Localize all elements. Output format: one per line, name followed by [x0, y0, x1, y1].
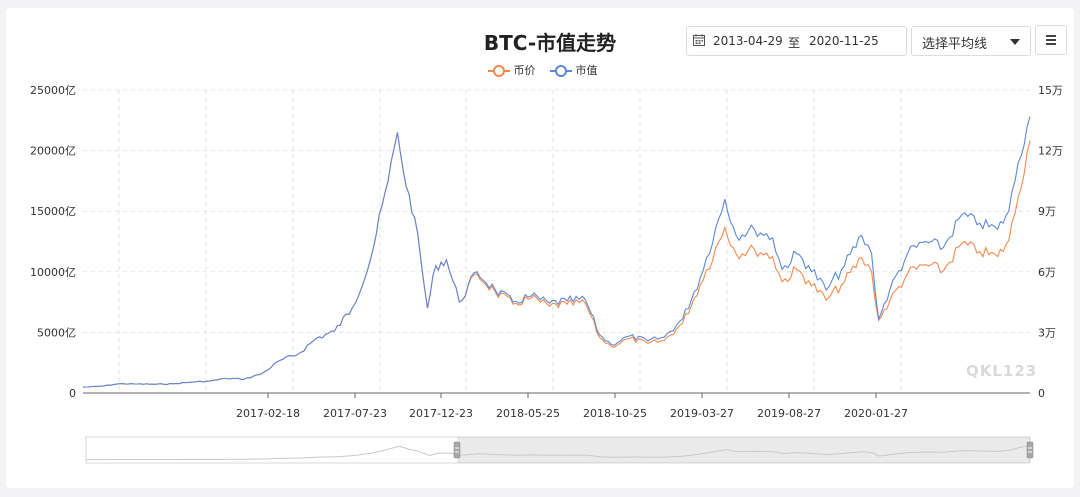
x-tick-label: 2020-01-27 [844, 407, 908, 420]
date-separator: 至 [788, 36, 801, 50]
y-right-tick-label: 9万 [1038, 205, 1056, 218]
legend-market-cap-label: 市值 [575, 64, 598, 77]
chevron-down-icon [1010, 39, 1020, 45]
y-left-tick-label: 10000亿 [30, 266, 76, 279]
date-range-picker[interactable]: 2013-04-29 至 2020-11-25 [686, 26, 907, 56]
series-line-price [82, 132, 1031, 388]
y-left-tick-label: 20000亿 [30, 145, 76, 158]
x-tick-label: 2018-05-25 [496, 407, 560, 420]
date-start-input[interactable]: 2013-04-29 [713, 34, 783, 48]
moving-average-select[interactable]: 选择平均线 [911, 26, 1031, 56]
y-right-tick-label: 6万 [1038, 266, 1056, 279]
x-tick-label: 2019-03-27 [670, 407, 734, 420]
y-right-tick-label: 3万 [1038, 326, 1056, 339]
legend-price-swatch [488, 65, 510, 77]
chart-title: BTC-市值走势 [483, 31, 617, 55]
watermark-logo: QKL123 [966, 362, 1038, 380]
data-zoom-overview-line [85, 444, 1031, 461]
y-right-tick-label: 15万 [1038, 84, 1063, 97]
data-zoom-selected-range [457, 437, 1030, 463]
calendar-icon [693, 34, 705, 46]
y-left-tick-label: 25000亿 [30, 84, 76, 97]
moving-average-label: 选择平均线 [922, 37, 988, 52]
data-zoom-handle-right[interactable] [1026, 441, 1034, 459]
y-left-tick-label: 15000亿 [30, 205, 76, 218]
y-left-tick-label: 0 [69, 387, 76, 400]
x-tick-label: 2017-07-23 [323, 407, 387, 420]
chart-card [6, 8, 1074, 488]
y-right-tick-label: 12万 [1038, 145, 1063, 158]
legend-item-market-cap[interactable]: 市值 [550, 62, 598, 78]
x-tick-label: 2017-02-18 [236, 407, 300, 420]
hamburger-menu-icon [1046, 35, 1056, 37]
chart-menu-button[interactable] [1035, 25, 1067, 55]
date-end-input[interactable]: 2020-11-25 [809, 34, 879, 48]
legend-price-label: 币价 [513, 64, 536, 77]
series-line-market-cap [82, 116, 1031, 388]
legend-market-cap-swatch [550, 65, 572, 77]
legend-item-price[interactable]: 币价 [488, 62, 536, 78]
data-zoom-handle-left[interactable] [453, 441, 461, 459]
x-tick-label: 2018-10-25 [583, 407, 647, 420]
data-zoom-track [85, 436, 1031, 464]
y-right-tick-label: 0 [1038, 387, 1045, 400]
y-left-tick-label: 5000亿 [37, 326, 76, 339]
x-tick-label: 2019-08-27 [757, 407, 821, 420]
x-tick-label: 2017-12-23 [409, 407, 473, 420]
